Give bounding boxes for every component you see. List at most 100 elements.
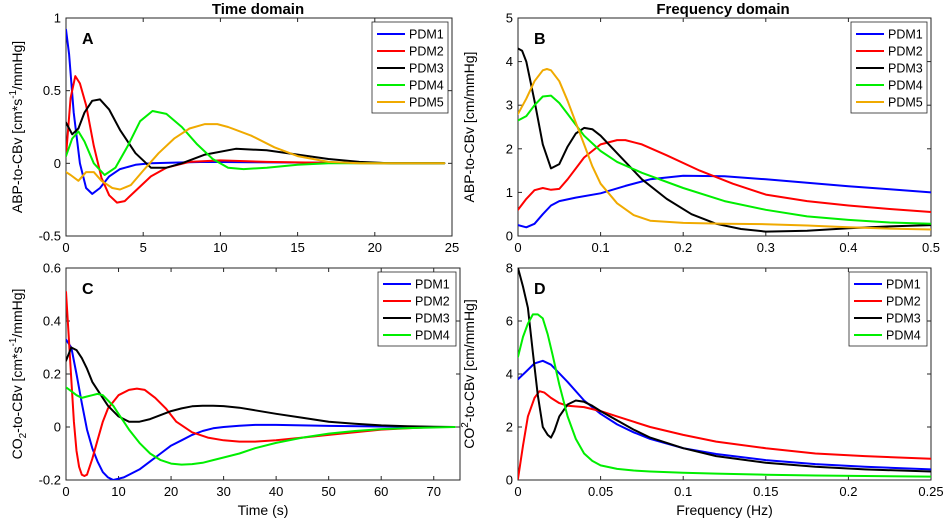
legend-label-pdm4: PDM4 — [415, 329, 450, 343]
y-tick-label: 2 — [506, 420, 513, 435]
legend-a: PDM1 PDM2 PDM3 PDM4 PDM5 — [371, 21, 449, 114]
x-tick-label: 20 — [368, 240, 382, 255]
y-tick-label: 0 — [54, 156, 61, 171]
x-tick-label: 60 — [374, 484, 388, 499]
y-tick-label: 5 — [506, 11, 513, 26]
x-tick-label: 20 — [164, 484, 178, 499]
legend-label-pdm4: PDM4 — [409, 79, 444, 93]
x-tick-label: 0.15 — [753, 484, 778, 499]
y-tick-label: 8 — [506, 261, 513, 276]
x-tick-label: 0.4 — [839, 240, 857, 255]
y-tick-label: 0 — [54, 420, 61, 435]
y-tick-label: 0.2 — [43, 367, 61, 382]
y-label-sup: -1 — [8, 89, 19, 98]
series-line-pdm3 — [66, 98, 446, 169]
x-tick-label: 5 — [140, 240, 147, 255]
legend-label-pdm2: PDM2 — [888, 45, 923, 59]
x-tick-label: 0.2 — [839, 484, 857, 499]
x-tick-label: 0.1 — [592, 240, 610, 255]
column-title-frequency-domain: Frequency domain — [656, 1, 789, 18]
x-tick-label: 40 — [269, 484, 283, 499]
legend-label-pdm2: PDM2 — [886, 295, 921, 309]
y-tick-label: 0.5 — [43, 83, 61, 98]
y-tick-label: -0.5 — [39, 229, 61, 244]
y-tick-label: 0 — [506, 229, 513, 244]
panel-c: 0 10 20 30 40 50 60 70-0.200.20.40.6C PDM1PDM2PD… — [8, 261, 461, 518]
series-group-b — [518, 47, 931, 233]
series-line-pdm3 — [518, 268, 931, 473]
legend-b: PDM1 PDM2 PDM3 PDM4 PDM5 — [850, 21, 928, 114]
legend-label-pdm2: PDM2 — [415, 295, 450, 309]
x-tick-label: 0 — [62, 484, 69, 499]
x-tick-label: 0.3 — [757, 240, 775, 255]
y-label-part: -to-CBv [cm/mmHg] — [461, 299, 477, 422]
y-tick-label: 0 — [506, 473, 513, 488]
x-axis-label-d: Frequency (Hz) — [676, 502, 772, 518]
x-tick-label: 0.05 — [588, 484, 613, 499]
legend-label-pdm5: PDM5 — [409, 96, 444, 110]
y-tick-label: 1 — [54, 11, 61, 26]
panel-label-d: D — [534, 281, 546, 298]
x-tick-label: 0.1 — [674, 484, 692, 499]
series-line-pdm1 — [518, 174, 931, 229]
y-tick-label: 4 — [506, 54, 513, 69]
legend-label-pdm1: PDM1 — [409, 28, 444, 42]
series-line-pdm2 — [518, 390, 931, 480]
legend-label-pdm1: PDM1 — [886, 278, 921, 292]
series-line-pdm4 — [518, 313, 931, 478]
legend-d: PDM1 PDM2 PDM3 PDM4 — [848, 271, 928, 347]
x-tick-label: 30 — [216, 484, 230, 499]
x-tick-label: 10 — [111, 484, 125, 499]
series-line-pdm4 — [66, 110, 446, 176]
y-tick-label: -0.2 — [39, 473, 61, 488]
y-label-sup: 2 — [460, 422, 471, 428]
legend-label-pdm3: PDM3 — [415, 312, 450, 326]
panel-label-a: A — [82, 31, 94, 48]
panel-label-c: C — [82, 281, 94, 298]
y-tick-label: 3 — [506, 98, 513, 113]
series-line-pdm4 — [66, 386, 456, 466]
y-axis-label-d: CO2-to-CBv [cm/mmHg] — [460, 299, 477, 448]
series-line-pdm5 — [518, 68, 931, 231]
y-tick-label: 6 — [506, 314, 513, 329]
series-line-pdm2 — [518, 139, 931, 213]
series-line-pdm1 — [518, 359, 931, 471]
series-group-d — [518, 268, 931, 480]
series-line-pdm3 — [518, 47, 931, 233]
series-line-pdm2 — [66, 75, 446, 204]
x-tick-label: 15 — [290, 240, 304, 255]
panel-label-b: B — [534, 31, 546, 48]
x-tick-label: 0.2 — [674, 240, 692, 255]
x-tick-label: 0 — [514, 484, 521, 499]
x-tick-label: 0.5 — [922, 240, 940, 255]
x-axis-label-c: Time (s) — [238, 502, 289, 518]
x-tick-label: 0.25 — [918, 484, 943, 499]
legend-label-pdm5: PDM5 — [888, 96, 923, 110]
legend-label-pdm3: PDM3 — [888, 62, 923, 76]
y-label-sub: 2 — [18, 432, 29, 438]
y-label-part: /mmHg] — [9, 289, 25, 338]
panels: 0 5 10 15 20 25-0.500.51A PDM1PDM2PDM3PDM4PDM5… — [8, 11, 944, 519]
legend-label-pdm3: PDM3 — [409, 62, 444, 76]
y-label-part: CO — [9, 438, 25, 459]
x-tick-label: 50 — [321, 484, 335, 499]
series-line-pdm3 — [66, 346, 456, 428]
y-label-sup: -1 — [8, 337, 19, 346]
legend-box — [848, 271, 928, 347]
y-label-part: /mmHg] — [9, 41, 25, 90]
y-axis-label-a: ABP-to-CBv [cm*s-1/mmHg] — [8, 41, 25, 213]
x-tick-label: 10 — [213, 240, 227, 255]
y-axis-label-b: ABP-to-CBv [cm/mmHg] — [461, 52, 477, 203]
y-axis-label-c: CO2-to-CBv [cm*s-1/mmHg] — [8, 289, 29, 460]
x-tick-label: 25 — [445, 240, 459, 255]
y-tick-label: 0.6 — [43, 261, 61, 276]
series-group-c — [66, 290, 456, 480]
y-tick-label: 1 — [506, 185, 513, 200]
legend-c: PDM1 PDM2 PDM3 PDM4 — [377, 271, 457, 347]
legend-label-pdm4: PDM4 — [886, 329, 921, 343]
legend-label-pdm4: PDM4 — [888, 79, 923, 93]
legend-label-pdm1: PDM1 — [415, 278, 450, 292]
